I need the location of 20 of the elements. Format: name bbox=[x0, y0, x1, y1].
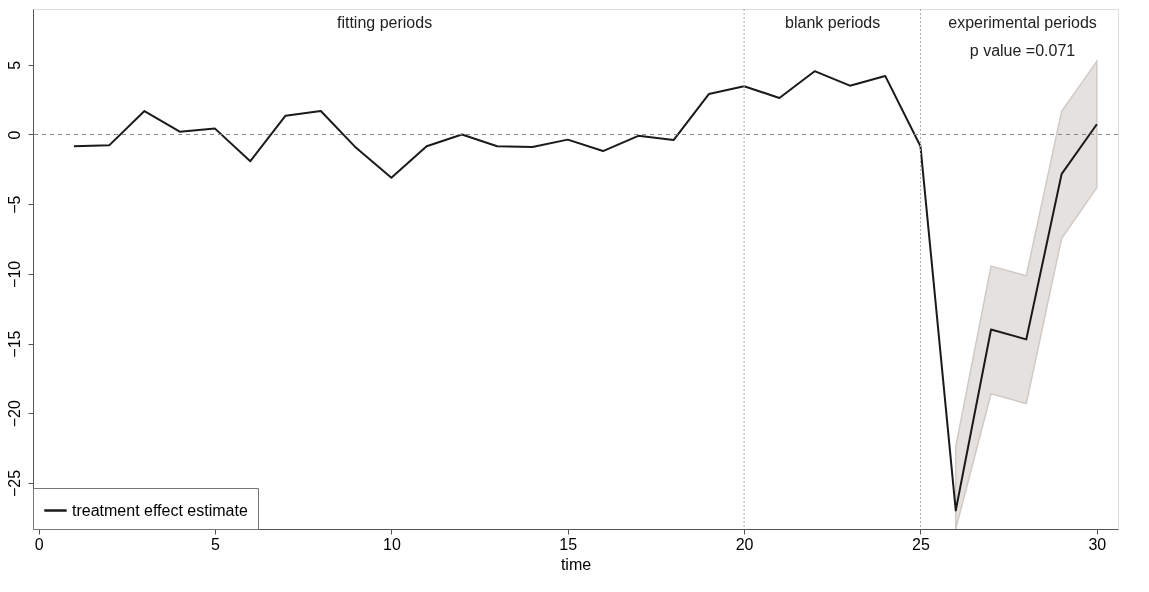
y-tick-label: 5 bbox=[5, 60, 23, 70]
annotation: blank periods bbox=[785, 14, 881, 31]
annotation: experimental periods bbox=[948, 14, 1097, 31]
x-tick-label: 30 bbox=[1088, 535, 1107, 553]
y-tick-label: −20 bbox=[5, 400, 23, 428]
y-tick-label: −10 bbox=[5, 260, 23, 288]
y-tick-label: −25 bbox=[5, 469, 23, 498]
x-tick-label: 5 bbox=[211, 535, 221, 553]
y-tick-label: −15 bbox=[5, 330, 23, 358]
x-tick-label: 0 bbox=[34, 535, 44, 553]
x-tick-label: 25 bbox=[912, 535, 930, 553]
annotation: p value =0.071 bbox=[969, 42, 1076, 59]
x-tick-label: 20 bbox=[735, 535, 754, 553]
x-axis-title: time bbox=[560, 555, 592, 573]
x-tick-label: 15 bbox=[559, 535, 578, 553]
x-tick-label: 10 bbox=[382, 535, 401, 553]
annotation: fitting periods bbox=[336, 14, 433, 31]
legend-label: treatment effect estimate bbox=[72, 501, 248, 519]
y-tick-label: −5 bbox=[5, 195, 23, 214]
y-tick-label: 0 bbox=[5, 130, 23, 140]
